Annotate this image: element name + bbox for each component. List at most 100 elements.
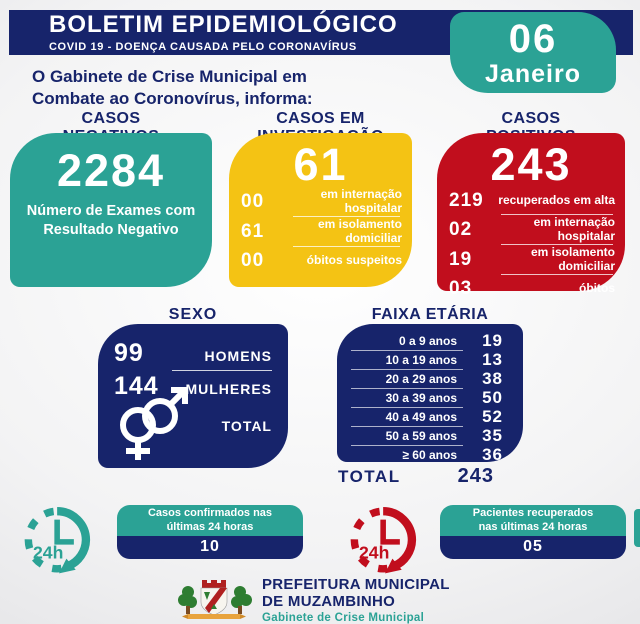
date-badge: 06 Janeiro xyxy=(450,12,616,93)
age-total-row: TOTAL 243 xyxy=(338,465,524,488)
age-count: 13 xyxy=(482,350,503,369)
age-count: 19 xyxy=(482,331,503,350)
positive-row: 02 em internação hospitalar xyxy=(437,216,625,243)
confirmed-24h-label: Casos confirmados nas últimas 24 horas xyxy=(117,505,303,536)
sex-row-women: 144 MULHERES xyxy=(114,371,272,401)
age-row: 50 a 59 anos 35 xyxy=(351,426,503,445)
row-divider xyxy=(172,369,272,371)
date-month: Janeiro xyxy=(485,60,581,88)
age-count: 50 xyxy=(482,388,503,407)
age-row: 40 a 49 anos 52 xyxy=(351,407,503,426)
confirmed-24h-value: 10 xyxy=(117,536,303,559)
recovered-24h-label-line2: nas últimas 24 horas xyxy=(478,520,588,533)
age-total-value: 243 xyxy=(457,465,494,487)
cropped-edge-element xyxy=(634,509,640,547)
row-label: óbitos xyxy=(579,280,615,295)
row-label: óbitos suspeitos xyxy=(306,252,402,267)
age-label: 40 a 49 anos xyxy=(385,410,457,424)
recovered-24h-card: Pacientes recuperados nas últimas 24 hor… xyxy=(440,505,626,559)
investigation-row: 00 óbitos suspeitos xyxy=(229,248,412,273)
age-section-title: FAIXA ETÁRIA xyxy=(371,306,489,323)
positive-row: 03 óbitos xyxy=(437,276,625,301)
positive-cases-card: 243 219 recuperados em alta 02 em intern… xyxy=(437,133,625,299)
city-coat-of-arms-logo xyxy=(178,580,252,619)
row-number: 61 xyxy=(241,220,265,242)
date-day: 06 xyxy=(508,17,558,61)
row-divider xyxy=(351,369,463,370)
row-label: em isolamento domiciliar xyxy=(317,217,402,245)
footer-text: PREFEITURA MUNICIPAL DE MUZAMBINHO Gabin… xyxy=(262,576,450,624)
age-section-card: 0 a 9 anos 19 10 a 19 anos 13 20 a 29 an… xyxy=(337,324,523,464)
gender-symbols-icon xyxy=(120,387,188,460)
negative-cases-value: 2284 xyxy=(56,145,166,196)
age-label: 20 a 29 anos xyxy=(385,372,457,386)
row-number: 03 xyxy=(449,277,473,299)
row-label: em internação hospitalar xyxy=(320,187,402,215)
sex-section-title: SEXO xyxy=(168,306,218,323)
confirmed-24h-card: Casos confirmados nas últimas 24 horas 1… xyxy=(117,505,303,559)
women-label: MULHERES xyxy=(185,380,272,397)
age-count: 52 xyxy=(482,407,503,426)
age-count: 36 xyxy=(482,445,503,464)
recovered-24h-label: Pacientes recuperados nas últimas 24 hor… xyxy=(440,505,626,536)
row-divider xyxy=(293,216,400,218)
clock-24h-text: 24h xyxy=(359,543,389,563)
positive-title-line1: CASOS xyxy=(501,110,561,127)
sex-total-label: TOTAL xyxy=(221,418,272,434)
clock-24h-text: 24h xyxy=(33,543,63,563)
confirmed-24h-label-line1: Casos confirmados nas xyxy=(147,506,273,519)
investigation-row: 00 em internação hospitalar xyxy=(229,188,412,215)
footer-org-line1: PREFEITURA MUNICIPAL xyxy=(262,576,450,593)
page-title: BOLETIM EPIDEMIOLÓGICO xyxy=(49,10,398,38)
page-subtitle: COVID 19 - DOENÇA CAUSADA PELO CORONAVÍR… xyxy=(49,40,357,53)
positive-cases-value: 243 xyxy=(490,139,572,190)
negative-cases-card: 2284 Número de Exames com Resultado Nega… xyxy=(10,133,212,287)
sex-row-men: 99 HOMENS xyxy=(114,339,272,368)
row-divider xyxy=(351,388,463,389)
age-count: 38 xyxy=(482,369,503,388)
footer-department: Gabinete de Crise Municipal xyxy=(262,611,425,624)
investigation-cases-value: 61 xyxy=(293,139,348,190)
age-row: 0 a 9 anos 19 xyxy=(351,331,503,350)
age-row: ≥ 60 anos 36 xyxy=(351,445,503,464)
row-divider xyxy=(351,350,463,351)
age-row: 30 a 39 anos 50 xyxy=(351,388,503,407)
age-label: 0 a 9 anos xyxy=(398,334,457,348)
row-divider xyxy=(501,214,613,216)
row-number: 00 xyxy=(241,190,265,212)
confirmed-24h-label-line2: últimas 24 horas xyxy=(166,520,254,533)
age-label: 30 a 39 anos xyxy=(385,391,457,405)
age-total-label: TOTAL xyxy=(338,467,401,486)
women-count: 144 xyxy=(114,371,159,400)
footer-org-line2: DE MUZAMBINHO xyxy=(262,592,396,610)
clock-24h-icon: 24h xyxy=(350,507,417,574)
positive-row: 19 em isolamento domiciliar xyxy=(437,245,625,273)
intro-text: O Gabinete de Crise Municipal em Combate… xyxy=(32,66,313,110)
investigation-title-line1: CASOS EM xyxy=(276,110,365,127)
row-number: 00 xyxy=(241,249,265,271)
row-label: em internação hospitalar xyxy=(533,215,615,243)
positive-row: 219 recuperados em alta xyxy=(437,188,625,213)
row-divider xyxy=(501,244,613,246)
intro-line-2: Combate ao Coronovírus, informa: xyxy=(32,89,313,109)
row-divider xyxy=(351,426,463,427)
row-label: em isolamento domiciliar xyxy=(530,245,615,273)
age-label: 50 a 59 anos xyxy=(385,429,457,443)
sex-section-card: 99 HOMENS 144 MULHERES TOTAL xyxy=(98,324,288,468)
age-row: 10 a 19 anos 13 xyxy=(351,350,503,369)
investigation-cases-card: 61 00 em internação hospitalar 61 em iso… xyxy=(229,133,412,287)
age-label: ≥ 60 anos xyxy=(402,448,457,462)
recovered-24h-value: 05 xyxy=(440,536,626,559)
row-label: recuperados em alta xyxy=(498,193,615,208)
row-divider xyxy=(351,407,463,408)
row-divider xyxy=(293,246,400,247)
recovered-24h-label-line1: Pacientes recuperados xyxy=(472,506,594,519)
men-label: HOMENS xyxy=(204,348,272,364)
men-count: 99 xyxy=(114,339,144,367)
age-count: 35 xyxy=(482,426,503,445)
row-number: 02 xyxy=(449,218,473,240)
age-row: 20 a 29 anos 38 xyxy=(351,369,503,388)
row-divider xyxy=(501,274,613,275)
row-divider xyxy=(351,445,463,446)
